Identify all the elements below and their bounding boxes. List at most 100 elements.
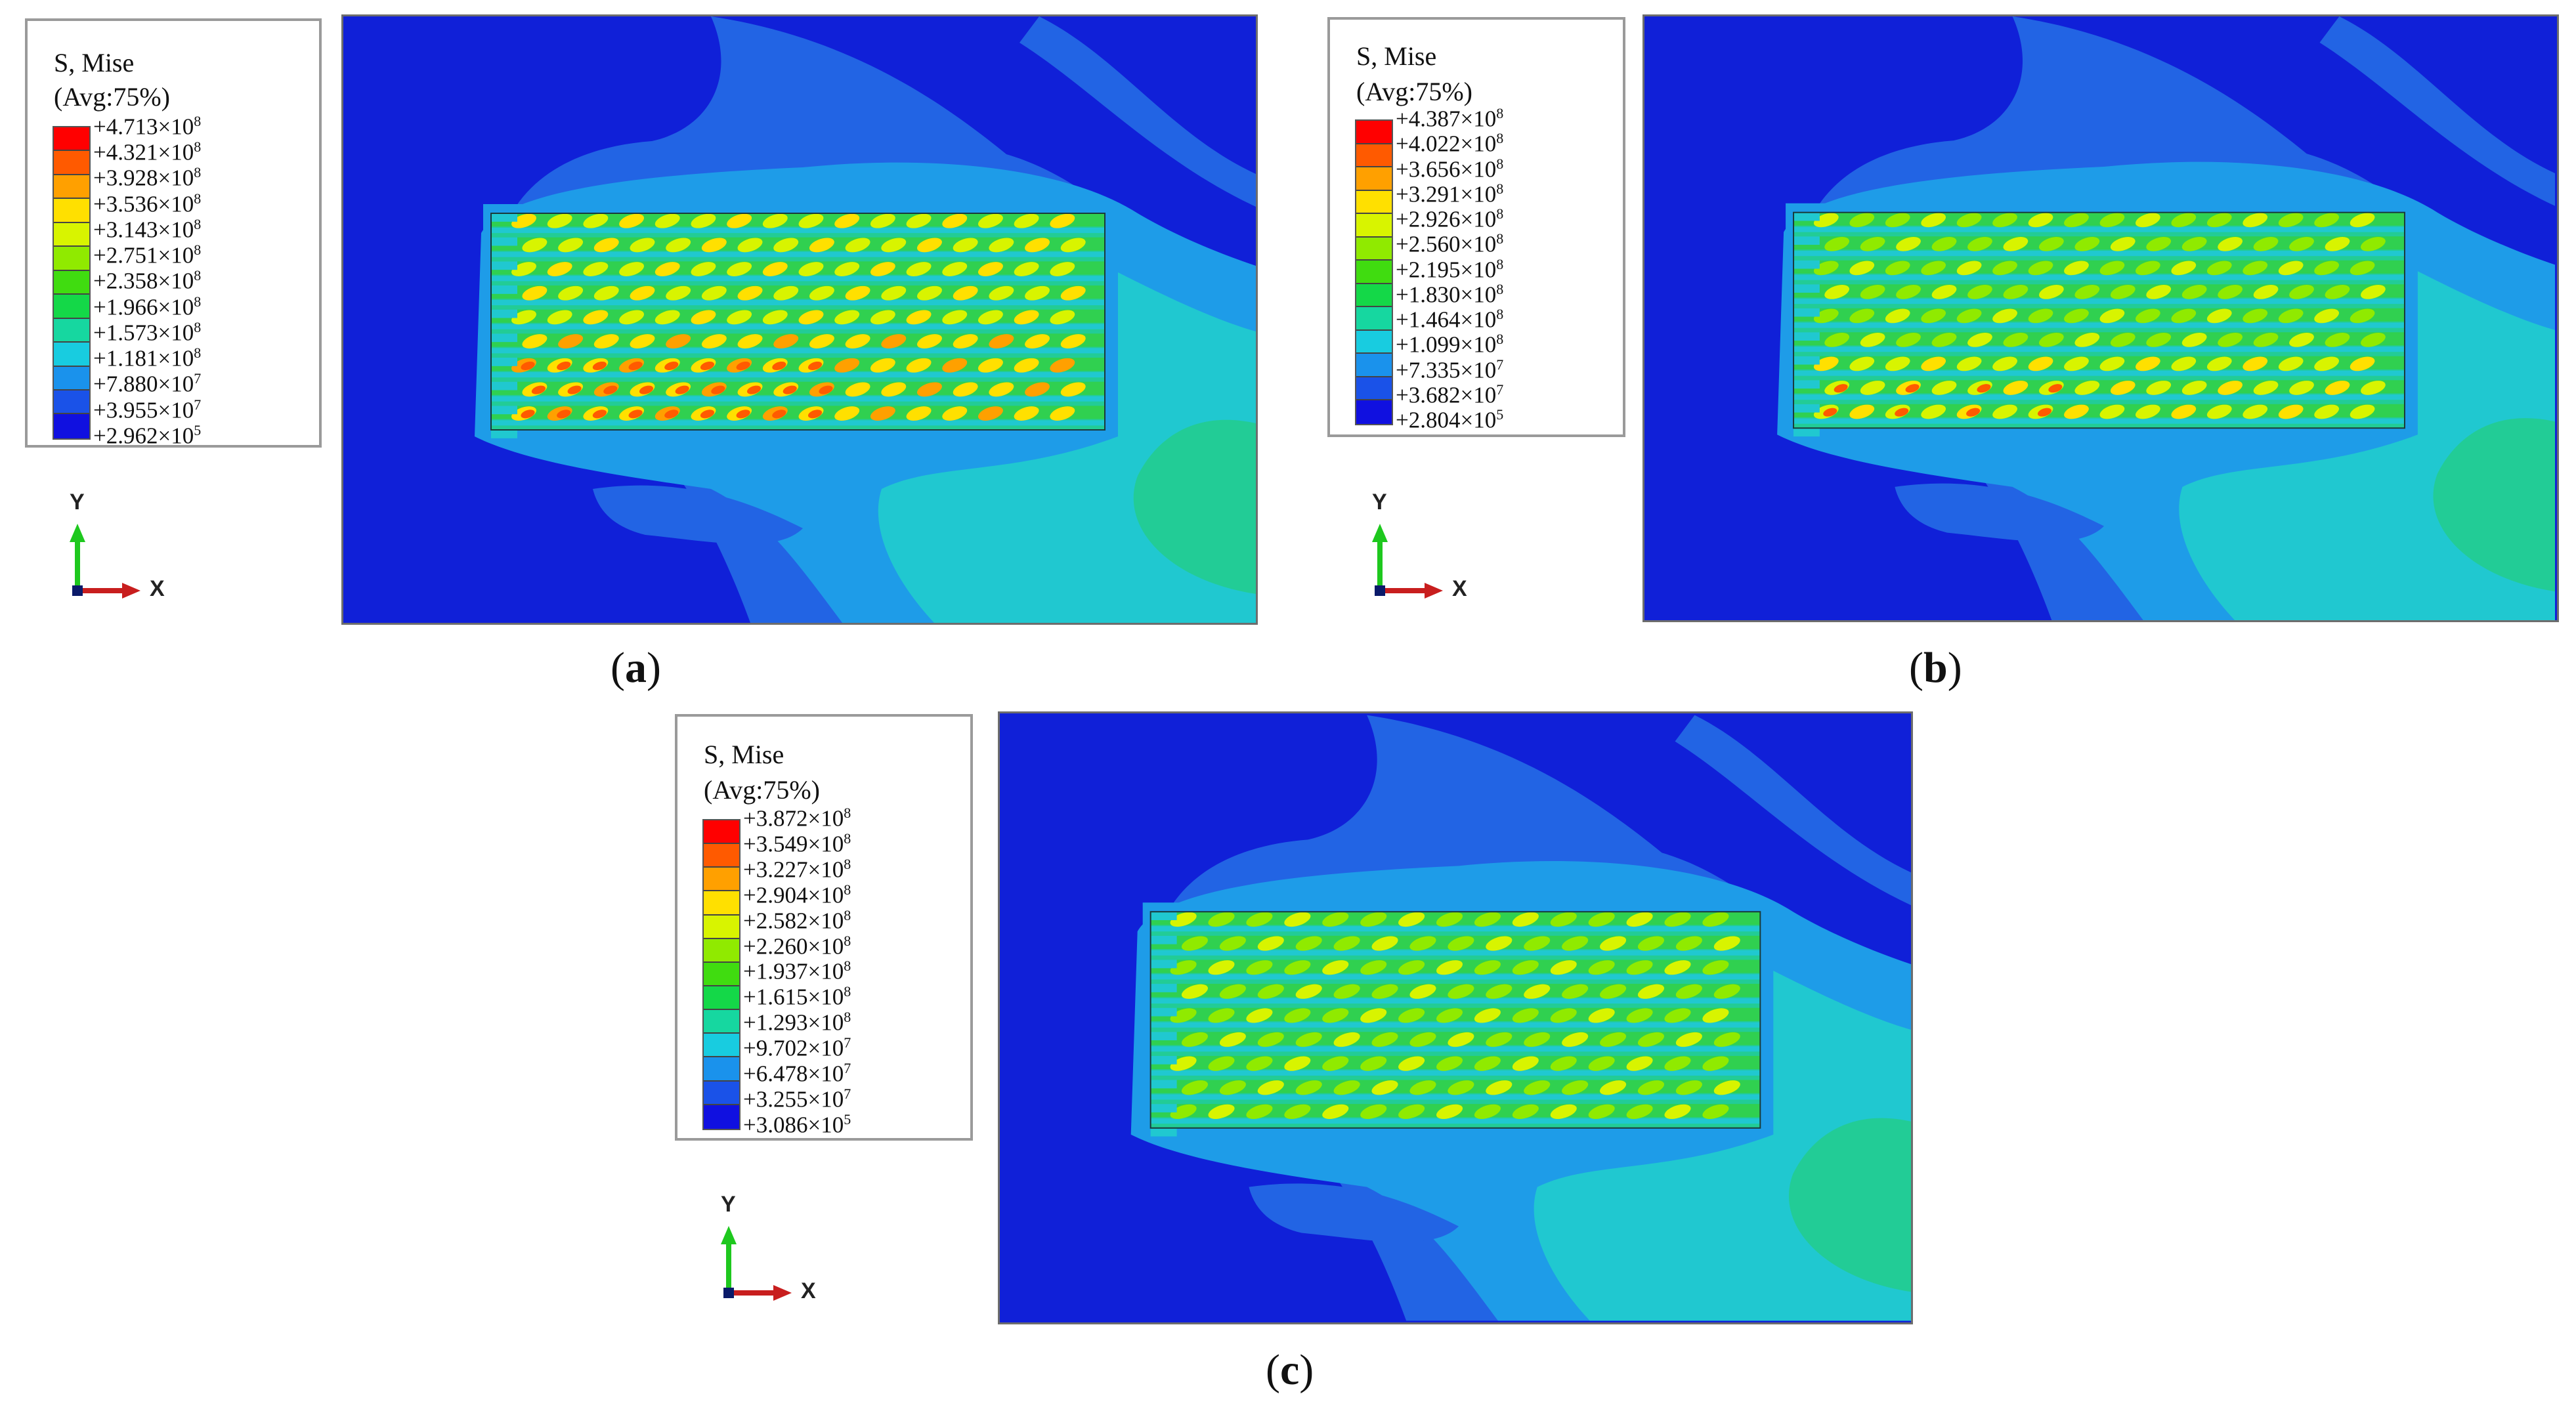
- stress-hotspot: [1813, 213, 1839, 228]
- stress-band: [1793, 251, 2405, 257]
- stress-hotspot: [691, 310, 716, 325]
- edge-band: [1150, 1055, 1177, 1065]
- stress-hotspot: [2028, 308, 2053, 324]
- x-axis-label: X: [150, 576, 165, 601]
- stress-hotspot: [1626, 960, 1653, 975]
- stress-hotspot: [2181, 237, 2207, 251]
- stress-hotspot: [1524, 936, 1551, 951]
- legend-value-exponent: 8: [844, 932, 851, 949]
- contour-field: [1000, 715, 1911, 1321]
- stress-hotspot: [1637, 1080, 1665, 1095]
- stress-hotspot: [1713, 984, 1740, 999]
- stress-hotspot: [1295, 1032, 1322, 1047]
- edge-band: [491, 358, 517, 366]
- legend-swatch: [704, 820, 739, 845]
- edge-band: [1150, 935, 1177, 944]
- stress-hotspot: [2003, 333, 2029, 347]
- legend-swatch: [54, 414, 89, 438]
- stress-hotspot: [2206, 308, 2232, 324]
- stress-peak: [1823, 408, 1837, 417]
- legend-subtitle: (Avg:75%): [704, 775, 820, 805]
- legend: S, Mise (Avg:75%) +3.872×108 +3.549×108 +3…: [675, 714, 973, 1141]
- stress-band: [491, 228, 1105, 234]
- stress-zone: [1895, 483, 2104, 542]
- stress-band: [491, 420, 1105, 426]
- stress-hotspot: [1371, 1080, 1398, 1095]
- stress-hotspot: [1014, 213, 1039, 228]
- caption-letter: b: [1923, 644, 1948, 692]
- legend-value-mantissa: +1.181×10: [93, 345, 194, 371]
- legend-value-mantissa: +3.227×10: [743, 856, 844, 883]
- stress-hotspot: [1371, 1032, 1398, 1047]
- stress-hotspot: [1360, 1056, 1387, 1071]
- legend-value-mantissa: +2.358×10: [93, 268, 194, 295]
- stress-hotspot: [1524, 984, 1551, 999]
- stress-band: [491, 358, 1105, 371]
- stress-band: [1793, 404, 2405, 417]
- stress-hotspot: [2278, 261, 2304, 276]
- stress-peak: [521, 361, 535, 370]
- stress-hotspot: [593, 334, 619, 348]
- stress-hotspot: [1014, 310, 1039, 325]
- stress-hotspot: [1849, 261, 1875, 276]
- stress-hotspot: [666, 238, 691, 253]
- triad-origin: [72, 585, 83, 596]
- stress-hotspot: [2136, 213, 2160, 228]
- stress-hotspot: [977, 262, 1003, 276]
- stress-hotspot: [942, 406, 968, 421]
- stress-hotspot: [834, 406, 860, 421]
- legend-value-mantissa: +3.536×10: [93, 191, 194, 217]
- legend-value: +3.291×108: [1396, 181, 1503, 205]
- stress-hotspot: [2243, 261, 2268, 276]
- stress-hotspot: [1025, 285, 1050, 301]
- legend-value-exponent: 8: [1496, 130, 1504, 147]
- stress-hotspot: [737, 334, 763, 348]
- stress-hotspot: [870, 358, 895, 373]
- legend-swatch: [1356, 261, 1392, 284]
- edge-band: [491, 261, 517, 270]
- stress-hotspot: [870, 262, 895, 276]
- stress-hotspot: [1992, 404, 2017, 419]
- edge-band: [1793, 332, 1820, 341]
- stress-band: [1150, 1118, 1761, 1124]
- stress-band: [1150, 1094, 1761, 1100]
- stress-hotspot: [1588, 960, 1615, 975]
- stress-hotspot: [2289, 381, 2314, 395]
- stress-hotspot: [2350, 213, 2375, 228]
- stress-hotspot: [1474, 1008, 1501, 1023]
- stress-hotspot: [1588, 1056, 1615, 1071]
- legend-value-exponent: 8: [194, 113, 202, 129]
- legend-value: +1.099×108: [1396, 332, 1503, 356]
- stress-hotspot: [1257, 936, 1284, 951]
- stress-hotspot: [583, 262, 609, 276]
- stress-hotspot: [1436, 912, 1463, 927]
- stress-hotspot: [2171, 213, 2197, 228]
- stress-hotspot: [1967, 285, 1992, 299]
- legend-value-mantissa: +3.143×10: [93, 217, 194, 243]
- legend-swatch: [704, 844, 739, 868]
- stress-hotspot: [2278, 213, 2304, 228]
- stress-hotspot: [798, 310, 824, 325]
- legend-value-exponent: 5: [844, 1110, 851, 1128]
- stress-hotspot: [1921, 261, 1946, 276]
- stress-hotspot: [2064, 261, 2089, 276]
- stress-zone: [1788, 1118, 1911, 1292]
- stress-hotspot: [1849, 308, 1875, 324]
- panel-caption: (b): [1909, 644, 1962, 692]
- legend-value-mantissa: +4.022×10: [1396, 131, 1497, 157]
- stress-hotspot: [1664, 960, 1691, 975]
- stress-hotspot: [619, 310, 645, 325]
- stress-hotspot: [1921, 356, 1946, 371]
- stress-hotspot: [834, 213, 860, 228]
- stress-hotspot: [2136, 261, 2160, 276]
- stress-hotspot: [1664, 912, 1691, 927]
- legend-value: +4.321×108: [93, 140, 201, 164]
- legend-value-exponent: 8: [844, 1009, 851, 1026]
- y-axis-arrowhead: [721, 1226, 737, 1244]
- stress-band: [1793, 322, 2405, 328]
- edge-band: [1793, 356, 1820, 365]
- x-axis-arrowhead: [1425, 583, 1443, 599]
- stress-hotspot: [2136, 308, 2160, 324]
- legend-value: +1.830×108: [1396, 282, 1503, 306]
- legend-value-exponent: 7: [844, 1085, 851, 1102]
